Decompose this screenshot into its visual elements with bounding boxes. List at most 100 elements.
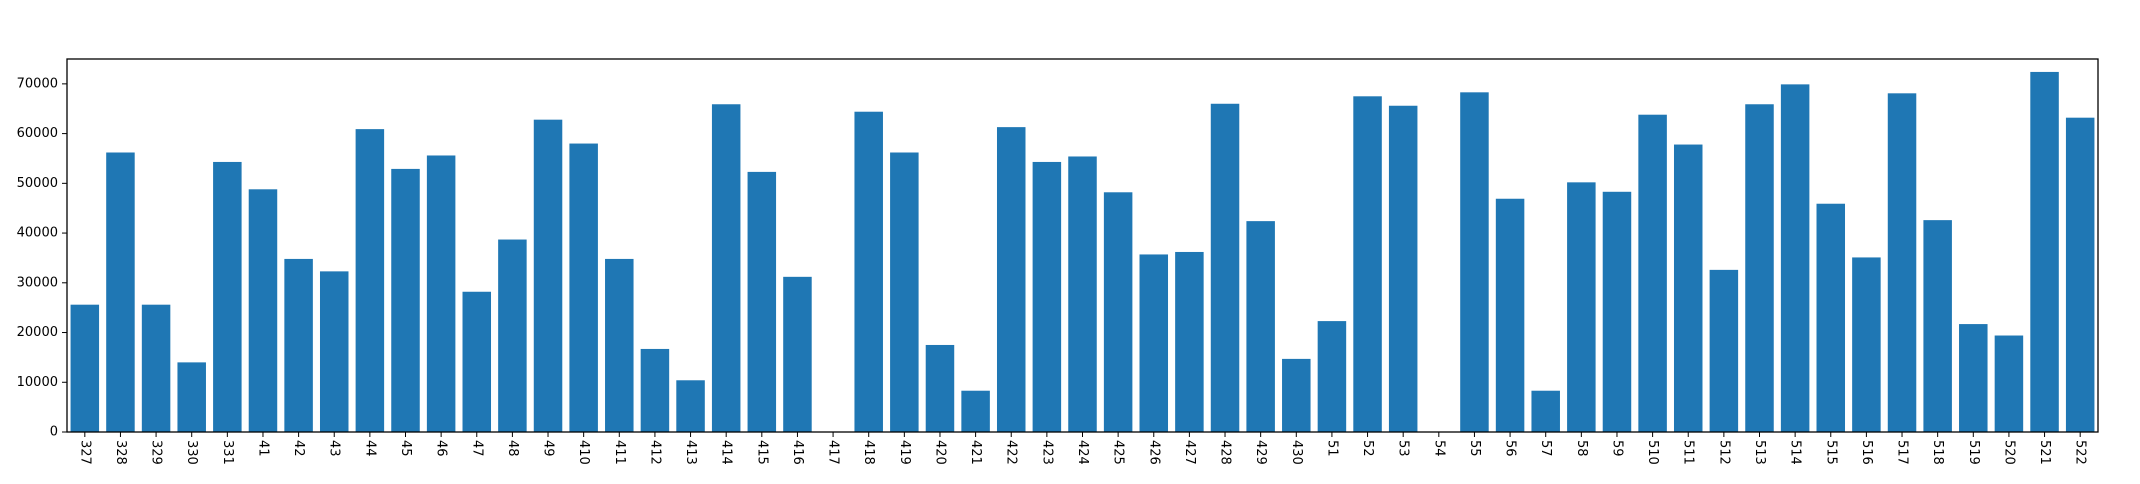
bar-331 [213, 161, 242, 432]
x-tick-label: 516 [1859, 440, 1874, 465]
bar-56 [1495, 198, 1525, 432]
bar-330 [177, 362, 206, 432]
x-tick-label: 58 [1574, 440, 1589, 457]
x-tick-label: 55 [1467, 440, 1482, 457]
bar-412 [640, 348, 670, 432]
bar-51 [1317, 321, 1347, 432]
x-tick-label: 59 [1609, 440, 1624, 457]
x-tick-label: 522 [2073, 440, 2088, 465]
x-tick-label: 426 [1146, 440, 1161, 465]
x-tick-label: 423 [1039, 440, 1054, 465]
x-tick-label: 429 [1253, 440, 1268, 465]
bar-41 [248, 189, 278, 432]
bar-44 [355, 129, 385, 432]
bar-48 [498, 239, 527, 432]
x-tick-label: 54 [1431, 440, 1446, 457]
x-tick-label: 520 [2001, 440, 2016, 465]
bar-418 [854, 111, 883, 432]
x-tick-label: 329 [149, 440, 164, 465]
bar-42 [284, 258, 313, 432]
bar-429 [1246, 221, 1275, 432]
bar-512 [1709, 269, 1739, 432]
bar-516 [1852, 257, 1881, 432]
bar-43 [319, 271, 349, 432]
x-tick-label: 517 [1895, 440, 1910, 465]
x-tick-label: 53 [1396, 440, 1411, 457]
x-tick-label: 425 [1111, 440, 1126, 465]
x-tick-label: 428 [1218, 440, 1233, 465]
bar-428 [1210, 103, 1240, 432]
x-tick-label: 45 [398, 440, 413, 457]
bar-411 [605, 258, 634, 432]
bar-427 [1175, 251, 1204, 432]
x-tick-label: 422 [1004, 440, 1019, 465]
x-tick-label: 519 [1966, 440, 1981, 465]
x-tick-label: 328 [113, 440, 128, 465]
bar-515 [1816, 203, 1846, 432]
bar-414 [711, 104, 741, 433]
bar-52 [1353, 96, 1382, 433]
bar-59 [1602, 191, 1632, 432]
x-tick-label: 419 [897, 440, 912, 465]
y-tick-label: 70000 [17, 76, 58, 91]
y-tick-label: 40000 [17, 226, 58, 241]
bar-426 [1139, 254, 1169, 432]
x-tick-label: 420 [932, 440, 947, 465]
bar-521 [2030, 71, 2059, 432]
bar-425 [1103, 192, 1133, 432]
y-axis: 0 10000 20000 30000 40000 50000 60000 70000 [17, 76, 67, 440]
x-tick-label: 521 [2037, 440, 2052, 465]
bar-419 [890, 152, 919, 433]
x-tick-label: 410 [576, 440, 591, 465]
bar-416 [783, 276, 812, 432]
x-tick-label: 412 [647, 440, 662, 465]
x-tick-label: 416 [790, 440, 805, 465]
x-tick-label: 421 [968, 440, 983, 465]
bar-514 [1780, 84, 1810, 432]
x-tick-label: 56 [1503, 440, 1518, 457]
x-tick-label: 430 [1289, 440, 1304, 465]
x-tick-label: 43 [327, 440, 342, 457]
plot-frame [66, 58, 2099, 433]
bar-423 [1032, 161, 1062, 432]
y-tick-label: 10000 [17, 375, 58, 390]
x-tick-label: 331 [220, 440, 235, 465]
x-tick-label: 51 [1324, 440, 1339, 457]
bar-327 [70, 304, 100, 432]
bar-520 [1994, 335, 2024, 432]
x-tick-label: 44 [362, 440, 377, 457]
x-tick-label: 511 [1681, 440, 1696, 465]
bars-layer [70, 71, 2095, 433]
x-tick-label: 518 [1930, 440, 1945, 465]
bar-45 [391, 168, 420, 433]
bar-511 [1673, 144, 1703, 433]
x-tick-label: 417 [826, 440, 841, 465]
x-tick-label: 515 [1823, 440, 1838, 465]
x-tick-label: 510 [1645, 440, 1660, 465]
bar-422 [996, 127, 1026, 432]
bar-415 [747, 171, 777, 433]
x-tick-label: 513 [1752, 440, 1767, 465]
bar-53 [1388, 105, 1418, 433]
bar-513 [1745, 104, 1774, 433]
x-tick-label: 46 [434, 440, 449, 457]
bar-420 [925, 344, 955, 432]
bar-517 [1887, 93, 1917, 432]
x-tick-label: 411 [612, 440, 627, 465]
bar-328 [106, 152, 135, 433]
x-tick-label: 52 [1360, 440, 1375, 457]
x-tick-label: 514 [1788, 440, 1803, 465]
x-tick-label: 327 [77, 440, 92, 465]
x-tick-label: 418 [861, 440, 876, 465]
x-tick-label: 427 [1182, 440, 1197, 465]
x-tick-label: 414 [719, 440, 734, 465]
bar-421 [961, 390, 990, 432]
bar-57 [1531, 390, 1560, 432]
x-axis: 327 328 329 330 331 41 42 43 44 45 46 47 48 49 410 411 4… [77, 432, 2088, 465]
x-tick-label: 48 [505, 440, 520, 457]
x-tick-label: 49 [541, 440, 556, 457]
bar-413 [676, 380, 705, 432]
bar-47 [462, 291, 492, 432]
